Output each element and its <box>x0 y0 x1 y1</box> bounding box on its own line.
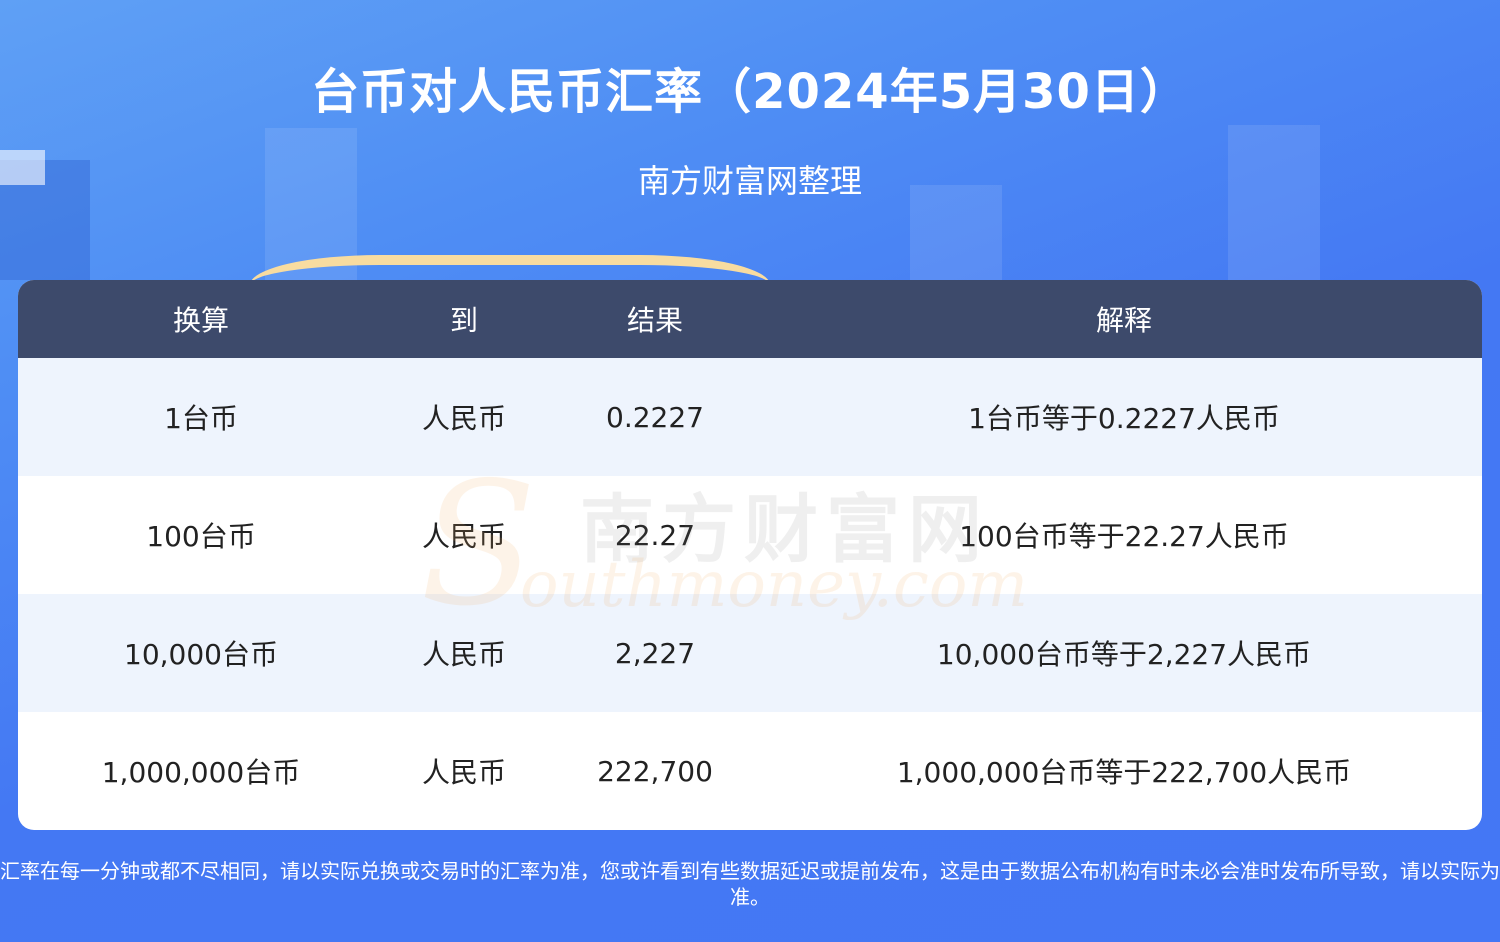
cell-target: 人民币 <box>421 638 506 671</box>
cell-result: 22.27 <box>614 518 696 552</box>
table-row: 10,000台币 人民币 2,227 10,000台币等于2,227人民币 <box>18 594 1482 712</box>
cell-amount: 1,000,000台币 <box>101 756 301 789</box>
column-header-to: 到 <box>449 304 478 337</box>
cell-amount: 10,000台币 <box>124 638 278 671</box>
cell-explanation: 10,000台币等于2,227人民币 <box>936 638 1312 671</box>
cell-result: 0.2227 <box>606 400 704 434</box>
table-row: 1,000,000台币 人民币 222,700 1,000,000台币等于222… <box>18 712 1482 830</box>
cell-target: 人民币 <box>421 520 506 553</box>
cell-amount: 1台币 <box>164 402 238 435</box>
column-header-result: 结果 <box>626 304 683 337</box>
table-row: 100台币 人民币 22.27 100台币等于22.27人民币 <box>18 476 1482 594</box>
cell-explanation: 1台币等于0.2227人民币 <box>968 402 1280 435</box>
column-header-convert: 换算 <box>172 304 229 337</box>
page-subtitle: 南方财富网整理 <box>637 162 862 200</box>
column-header-explanation: 解释 <box>1095 304 1152 337</box>
disclaimer-note: 汇率在每一分钟或都不尽相同，请以实际兑换或交易时的汇率为准，您或许看到有些数据延… <box>0 859 1500 909</box>
table-row: 1台币 人民币 0.2227 1台币等于0.2227人民币 <box>18 358 1482 476</box>
cell-amount: 100台币 <box>146 520 256 553</box>
cell-result: 2,227 <box>614 636 696 670</box>
cell-result: 222,700 <box>597 754 713 788</box>
cell-explanation: 100台币等于22.27人民币 <box>959 520 1289 553</box>
page-title: 台币对人民币汇率（2024年5月30日） <box>311 64 1189 120</box>
background-decoration <box>0 0 1500 280</box>
cell-explanation: 1,000,000台币等于222,700人民币 <box>896 756 1352 789</box>
decorative-arc <box>250 255 770 315</box>
table-header: 换算 到 结果 解释 <box>18 280 1482 358</box>
cell-target: 人民币 <box>421 756 506 789</box>
exchange-table: 换算 到 结果 解释 1台币 人民币 0.2227 1台币等于0.2227人民币… <box>18 280 1482 830</box>
cell-target: 人民币 <box>421 402 506 435</box>
